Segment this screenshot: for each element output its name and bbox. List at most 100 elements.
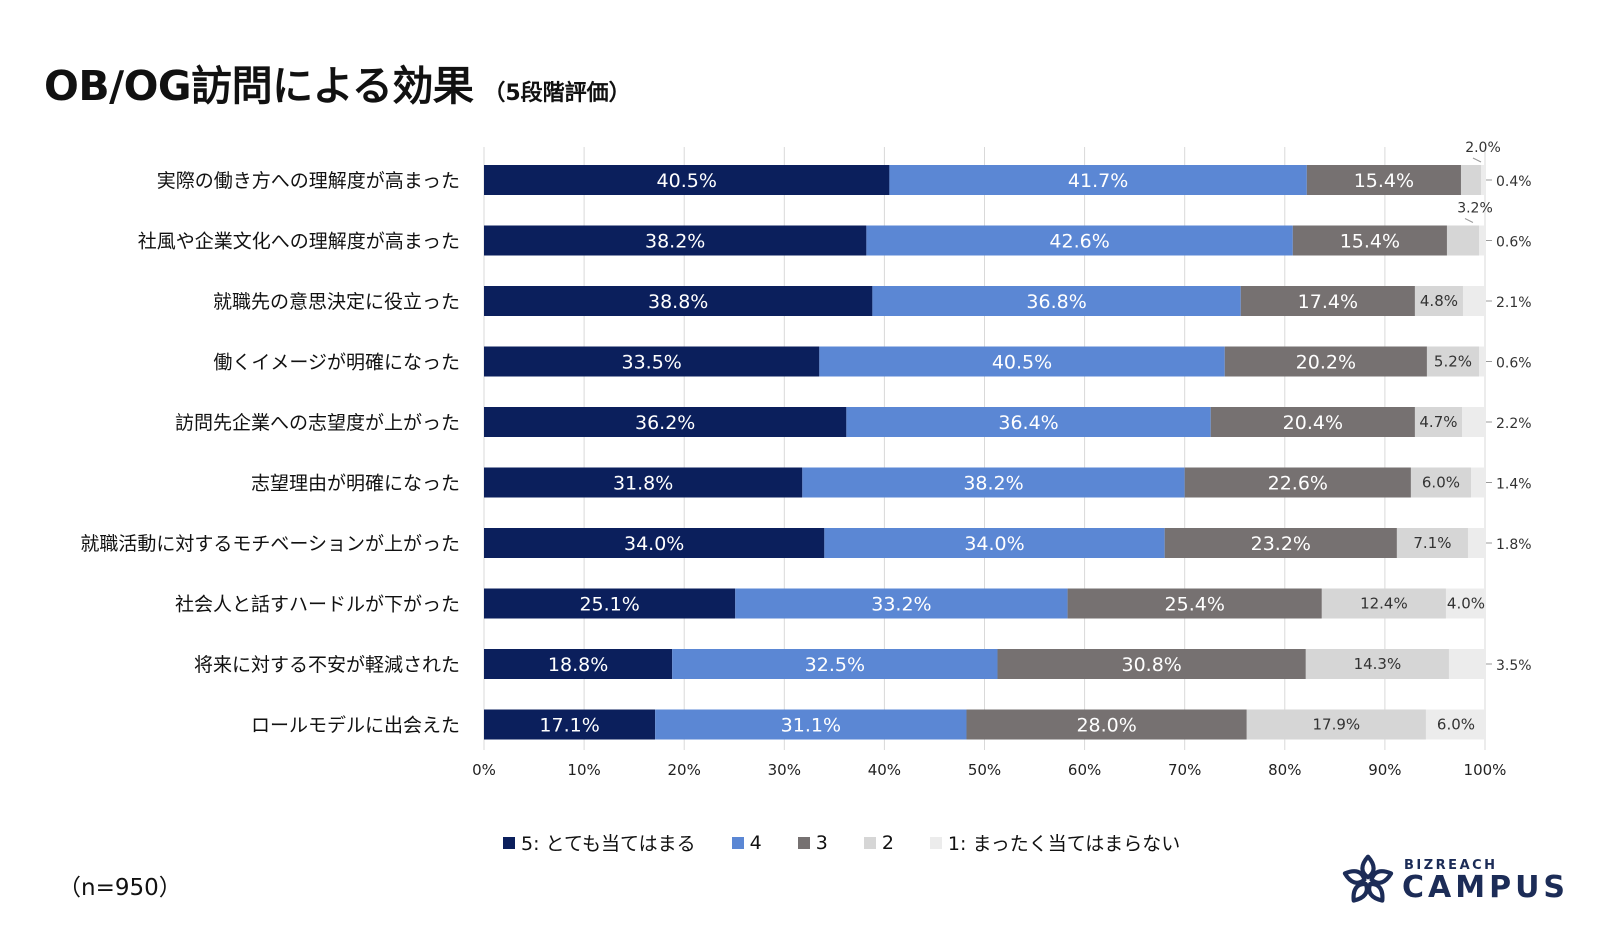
- category-label: 将来に対する不安が軽減された: [194, 654, 460, 676]
- data-label: 17.9%: [1313, 716, 1361, 734]
- data-label: 2.2%: [1496, 416, 1532, 432]
- bar-segment: [1164, 528, 1397, 558]
- bar-segment: [1306, 165, 1461, 195]
- data-label: 40.5%: [992, 352, 1052, 374]
- legend-label: 4: [749, 831, 762, 854]
- data-label: 34.0%: [964, 533, 1024, 555]
- bar-segment: [1321, 588, 1446, 619]
- legend-label: 1: まったく当てはまらない: [947, 833, 1181, 855]
- bar-segment: [1461, 407, 1484, 437]
- category-label: 社会人と話すハードルが下がった: [175, 594, 460, 616]
- bar-segment: [1462, 286, 1484, 316]
- data-label: 4.8%: [1420, 292, 1458, 310]
- stacked-bar-chart: 0% 10% 20% 30% 40% 50% 60% 70% 80% 90% 100% 実際の働き方へ…: [80, 140, 1532, 779]
- category-label: 働くイメージが明確になった: [213, 352, 460, 374]
- bar-segment: [824, 528, 1165, 558]
- bar-segment: [484, 407, 847, 437]
- data-label: 18.8%: [548, 654, 608, 676]
- data-label: 42.6%: [1049, 231, 1109, 253]
- bar-segment: [1292, 225, 1447, 256]
- x-tick-label: 30%: [768, 761, 801, 779]
- bar-segment: [1184, 467, 1411, 498]
- leader-line: [1464, 218, 1474, 223]
- data-label: 17.4%: [1298, 291, 1358, 313]
- logo-text-top: BIZREACH: [1404, 857, 1498, 873]
- legend-label: 2: [881, 831, 894, 854]
- bar-segment: [1445, 588, 1487, 619]
- bar-segment: [484, 649, 673, 679]
- bar-segment: [1478, 225, 1485, 256]
- data-label: 31.8%: [613, 473, 673, 495]
- data-label: 4.0%: [1447, 595, 1485, 613]
- data-label: 0.6%: [1496, 356, 1532, 372]
- bar-segment: [735, 588, 1068, 619]
- data-label: 36.8%: [1026, 291, 1086, 313]
- bar-segment: [846, 407, 1211, 437]
- bar-segment: [1210, 407, 1415, 437]
- x-tick-label: 70%: [1168, 761, 1201, 779]
- data-label: 3.2%: [1457, 201, 1493, 217]
- data-label: 20.4%: [1283, 412, 1343, 434]
- data-label: 3.5%: [1496, 658, 1532, 674]
- data-label: 6.0%: [1422, 474, 1460, 492]
- legend-swatch: [929, 836, 942, 849]
- data-label: 22.6%: [1268, 473, 1328, 495]
- bar-segment: [1414, 286, 1463, 316]
- data-label: 2.0%: [1465, 140, 1501, 156]
- bar-segment: [484, 165, 890, 195]
- bar-segment: [1470, 467, 1485, 498]
- bar-segment: [484, 467, 803, 498]
- bar-segment: [802, 467, 1185, 498]
- bar-segment: [1467, 528, 1487, 558]
- data-label: 38.2%: [645, 231, 705, 253]
- bar-segment: [484, 528, 825, 558]
- bar-segment: [1067, 588, 1322, 619]
- bar-segment: [1305, 649, 1449, 679]
- data-label: 36.4%: [998, 412, 1058, 434]
- legend-item: 1: まったく当てはまらない: [929, 829, 1181, 856]
- x-tick-label: 20%: [668, 761, 701, 779]
- bizreach-campus-logo: BIZREACH CAMPUS: [1340, 852, 1569, 908]
- x-tick-label: 100%: [1464, 761, 1507, 779]
- sample-size-note: （n=950）: [58, 875, 182, 901]
- chart-legend: 5: とても当てはまる 4 3 2 1: まったく当てはまらない: [503, 829, 1216, 856]
- data-label: 41.7%: [1068, 170, 1128, 192]
- leader-line: [1472, 157, 1482, 163]
- category-label: ロールモデルに出会えた: [251, 715, 460, 737]
- data-label: 30.8%: [1121, 654, 1181, 676]
- bar-segment: [484, 286, 873, 316]
- x-tick-label: 40%: [868, 761, 901, 779]
- bar-segment: [1414, 407, 1462, 437]
- legend-label: 5: とても当てはまる: [521, 833, 696, 855]
- bar-segment: [1246, 709, 1426, 740]
- category-label: 社風や企業文化への理解度が高まった: [138, 231, 460, 253]
- data-label: 31.1%: [781, 715, 841, 737]
- data-label: 12.4%: [1360, 595, 1408, 613]
- category-label: 志望理由が明確になった: [251, 473, 460, 495]
- bar-segment: [1426, 346, 1479, 377]
- legend-item: 3: [797, 832, 828, 854]
- bar-segment: [1460, 165, 1481, 195]
- bar-segment: [1396, 528, 1468, 558]
- bar-segment: [672, 649, 998, 679]
- bar-segment: [872, 286, 1241, 316]
- bar-segment: [484, 225, 867, 256]
- data-label: 1.4%: [1496, 477, 1532, 493]
- data-label: 38.8%: [648, 291, 708, 313]
- bar-segment: [866, 225, 1293, 256]
- data-label: 1.8%: [1496, 537, 1532, 553]
- bar-segment: [1240, 286, 1415, 316]
- legend-swatch: [731, 836, 744, 849]
- logo-text-main: CAMPUS: [1402, 869, 1570, 905]
- x-tick-label: 50%: [968, 761, 1001, 779]
- bar-segment: [819, 346, 1225, 377]
- bar-segment: [1410, 467, 1471, 498]
- data-label: 28.0%: [1076, 715, 1136, 737]
- data-label: 6.0%: [1437, 716, 1475, 734]
- x-tick-label: 90%: [1368, 761, 1401, 779]
- data-label: 34.0%: [624, 533, 684, 555]
- bar-segment: [966, 709, 1247, 740]
- bar-segment: [1224, 346, 1427, 377]
- x-tick-label: 80%: [1268, 761, 1301, 779]
- bar-segment: [655, 709, 967, 740]
